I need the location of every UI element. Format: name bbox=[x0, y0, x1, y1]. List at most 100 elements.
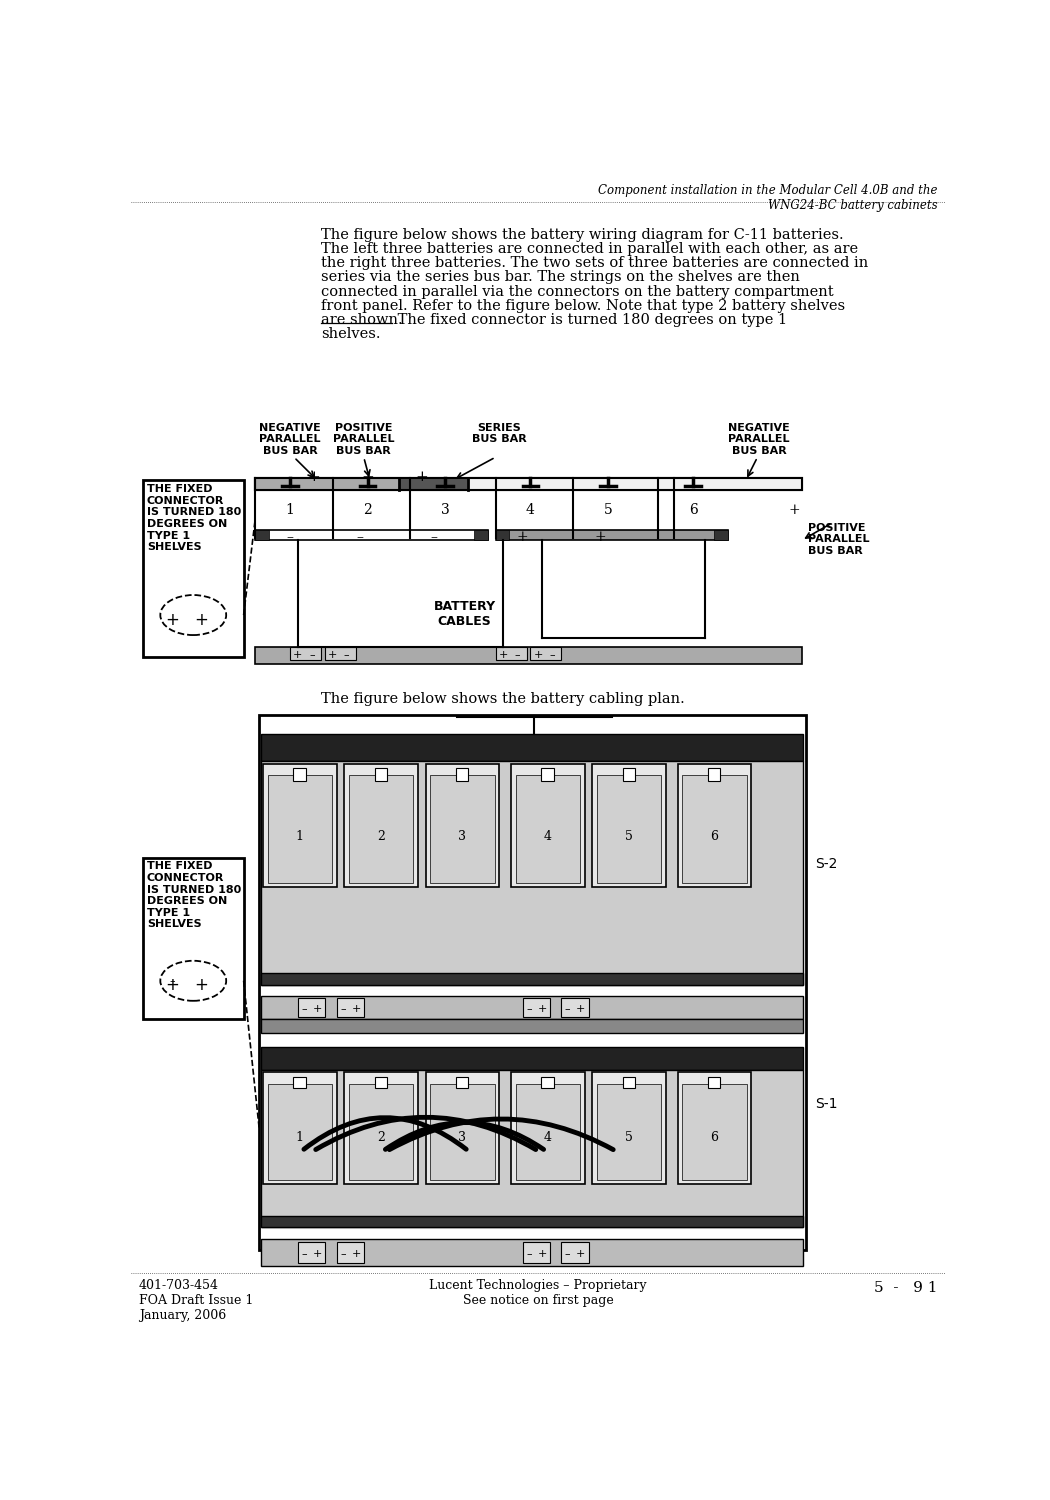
Bar bbox=[592, 764, 666, 886]
Text: +: + bbox=[166, 610, 180, 628]
Text: +: + bbox=[194, 610, 208, 628]
Bar bbox=[592, 1072, 666, 1184]
Bar bbox=[349, 1084, 414, 1180]
Text: THE FIXED
CONNECTOR
IS TURNED 180
DEGREES ON
TYPE 1
SHELVES: THE FIXED CONNECTOR IS TURNED 180 DEGREE… bbox=[147, 484, 242, 552]
Text: 6: 6 bbox=[710, 831, 718, 843]
Bar bbox=[562, 998, 588, 1017]
Bar bbox=[255, 530, 269, 540]
Text: +: + bbox=[416, 471, 428, 484]
Text: 401-703-454
FOA Draft Issue 1
January, 2006: 401-703-454 FOA Draft Issue 1 January, 2… bbox=[139, 1280, 253, 1322]
Text: +: + bbox=[313, 1250, 322, 1258]
Text: 2: 2 bbox=[377, 831, 384, 843]
Text: series via the series bus bar. The strings on the shelves are then: series via the series bus bar. The strin… bbox=[321, 270, 800, 285]
Bar bbox=[682, 776, 747, 883]
Bar bbox=[268, 1084, 332, 1180]
Text: +: + bbox=[352, 1004, 361, 1014]
Text: NEGATIVE
PARALLEL
BUS BAR: NEGATIVE PARALLEL BUS BAR bbox=[728, 423, 790, 456]
Text: –: – bbox=[526, 1004, 531, 1014]
Bar bbox=[597, 776, 662, 883]
Bar bbox=[255, 478, 399, 490]
Bar bbox=[523, 1242, 550, 1263]
Text: +: + bbox=[328, 650, 337, 660]
Bar bbox=[143, 858, 244, 1020]
Bar bbox=[511, 1072, 585, 1184]
Bar bbox=[255, 478, 801, 490]
Text: SERIES
BUS BAR: SERIES BUS BAR bbox=[472, 423, 527, 444]
Text: –: – bbox=[287, 531, 294, 544]
Bar bbox=[143, 480, 244, 657]
Text: +: + bbox=[594, 531, 606, 544]
Bar bbox=[293, 768, 306, 780]
Bar bbox=[496, 530, 728, 540]
Bar bbox=[261, 1070, 803, 1227]
Text: 6: 6 bbox=[710, 1131, 718, 1143]
Bar bbox=[474, 530, 488, 540]
Text: 3: 3 bbox=[441, 503, 449, 516]
Bar bbox=[344, 764, 418, 886]
Text: –: – bbox=[301, 1004, 307, 1014]
Text: the right three batteries. The two sets of three batteries are connected in: the right three batteries. The two sets … bbox=[321, 256, 868, 270]
Text: 5: 5 bbox=[625, 1131, 633, 1143]
Bar bbox=[298, 998, 326, 1017]
Text: 4: 4 bbox=[544, 1131, 551, 1143]
Text: –: – bbox=[301, 1250, 307, 1258]
Text: +: + bbox=[499, 650, 508, 660]
Bar bbox=[255, 478, 801, 490]
Bar bbox=[430, 776, 495, 883]
Text: are shown.: are shown. bbox=[321, 314, 403, 327]
Text: –: – bbox=[430, 531, 437, 544]
Ellipse shape bbox=[161, 596, 226, 634]
Text: +: + bbox=[789, 504, 800, 518]
Text: –: – bbox=[539, 471, 546, 484]
Bar bbox=[261, 1020, 803, 1034]
Text: –: – bbox=[169, 976, 175, 986]
Bar bbox=[293, 1077, 306, 1088]
Text: +: + bbox=[307, 471, 320, 484]
Bar bbox=[623, 1077, 635, 1088]
Text: +: + bbox=[517, 531, 528, 544]
Bar bbox=[261, 974, 803, 984]
Text: Lucent Technologies – Proprietary
See notice on first page: Lucent Technologies – Proprietary See no… bbox=[429, 1280, 647, 1306]
Bar bbox=[677, 764, 751, 886]
Bar bbox=[430, 1084, 495, 1180]
Bar bbox=[261, 1239, 803, 1266]
Text: BATTERY
CABLES: BATTERY CABLES bbox=[434, 600, 496, 627]
Text: 1: 1 bbox=[286, 503, 295, 516]
Text: POSITIVE
PARALLEL
BUS BAR: POSITIVE PARALLEL BUS BAR bbox=[807, 522, 869, 556]
Bar bbox=[496, 530, 509, 540]
Bar bbox=[262, 1072, 337, 1184]
Text: +: + bbox=[533, 650, 543, 660]
Text: 2: 2 bbox=[377, 1131, 384, 1143]
Text: shelves.: shelves. bbox=[321, 327, 380, 342]
Text: +: + bbox=[576, 1004, 586, 1014]
Text: +: + bbox=[166, 976, 180, 994]
Text: The left three batteries are connected in parallel with each other, as are: The left three batteries are connected i… bbox=[321, 242, 858, 256]
Bar bbox=[255, 646, 801, 663]
Bar bbox=[541, 1077, 553, 1088]
Bar bbox=[708, 768, 720, 780]
Text: –: – bbox=[344, 650, 350, 660]
Bar bbox=[261, 996, 803, 1020]
Bar bbox=[290, 646, 321, 660]
Bar bbox=[597, 1084, 662, 1180]
Bar bbox=[399, 478, 468, 490]
Text: –: – bbox=[514, 650, 520, 660]
Text: –: – bbox=[340, 1250, 345, 1258]
Bar bbox=[516, 776, 580, 883]
Text: The figure below shows the battery cabling plan.: The figure below shows the battery cabli… bbox=[321, 692, 685, 706]
Text: +: + bbox=[361, 471, 374, 484]
Text: –: – bbox=[565, 1004, 570, 1014]
Bar bbox=[714, 530, 728, 540]
Text: –: – bbox=[565, 1250, 570, 1258]
Text: front panel. Refer to the figure below. Note that type 2 battery shelves: front panel. Refer to the figure below. … bbox=[321, 298, 845, 314]
Bar bbox=[349, 776, 414, 883]
Text: 1: 1 bbox=[295, 1131, 303, 1143]
Text: 4: 4 bbox=[526, 503, 534, 516]
Text: –: – bbox=[526, 1250, 531, 1258]
Bar bbox=[516, 1084, 580, 1180]
Text: –: – bbox=[549, 650, 554, 660]
Bar bbox=[261, 1215, 803, 1227]
Text: 3: 3 bbox=[458, 831, 466, 843]
Text: THE FIXED
CONNECTOR
IS TURNED 180
DEGREES ON
TYPE 1
SHELVES: THE FIXED CONNECTOR IS TURNED 180 DEGREE… bbox=[147, 861, 242, 930]
Text: 6: 6 bbox=[689, 503, 697, 516]
